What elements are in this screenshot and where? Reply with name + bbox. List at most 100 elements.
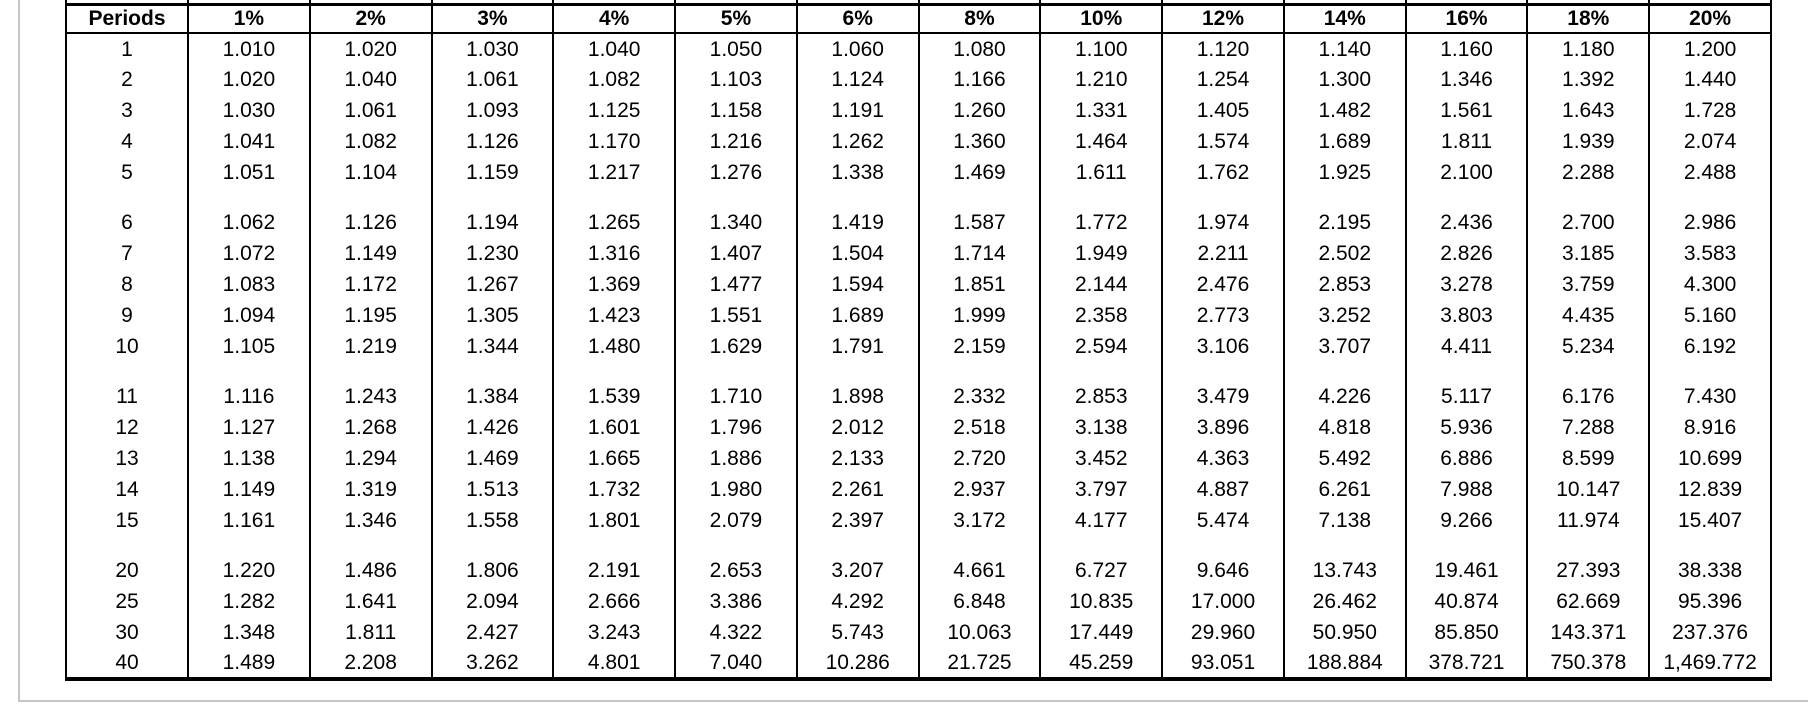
rate-column-header: 18% [1526, 2, 1651, 34]
gap-cell [1161, 536, 1285, 555]
factor-cell: 62.669 [1526, 586, 1651, 617]
factor-cell: 1.083 [187, 269, 311, 300]
factor-cell: 2.100 [1404, 157, 1529, 188]
factor-cell: 2.288 [1526, 157, 1651, 188]
factor-cell: 8.599 [1526, 443, 1651, 474]
factor-cell: 1.126 [430, 126, 555, 157]
table-row: 30 1.348 1.811 2.427 3.243 4.322 5.743 10.063 17… [65, 617, 1772, 648]
factor-cell: 1.300 [1282, 64, 1407, 95]
factor-cell: 2.518 [917, 412, 1042, 443]
gap-cell [1648, 536, 1772, 555]
factor-cell: 9.266 [1404, 505, 1529, 536]
factor-cell: 7.988 [1404, 474, 1529, 505]
gap-cell [65, 536, 189, 555]
factor-cell: 27.393 [1526, 555, 1651, 586]
factor-cell: 4.322 [674, 617, 798, 648]
table-row: 10 1.105 1.219 1.344 1.480 1.629 1.791 2.159 2.5… [65, 331, 1772, 362]
factor-cell: 1.126 [308, 207, 433, 238]
gap-cell [552, 188, 677, 207]
factor-cell: 1.062 [187, 207, 311, 238]
factor-cell: 1.939 [1526, 126, 1651, 157]
factor-cell: 5.117 [1404, 381, 1529, 412]
factor-cell: 2.427 [430, 617, 555, 648]
factor-cell: 1.159 [430, 157, 555, 188]
factor-cell: 2.476 [1161, 269, 1285, 300]
factor-cell: 3.803 [1404, 300, 1529, 331]
factor-cell: 19.461 [1404, 555, 1529, 586]
gap-cell [308, 188, 433, 207]
factor-cell: 1.170 [552, 126, 677, 157]
gap-cell [187, 188, 311, 207]
factor-cell: 1.138 [187, 443, 311, 474]
factor-cell: 1.665 [552, 443, 677, 474]
factor-cell: 40.874 [1404, 586, 1529, 617]
factor-cell: 1.338 [795, 157, 920, 188]
gap-cell [552, 362, 677, 381]
factor-cell: 1.061 [430, 64, 555, 95]
table-header: Periods 1% 2% 3% 4% 5% 6% 8% 10% 12% 14% 16% 18% 20% [65, 0, 1772, 34]
gap-cell [1526, 188, 1651, 207]
factor-cell: 7.288 [1526, 412, 1651, 443]
factor-cell: 2.594 [1039, 331, 1164, 362]
period-cell: 40 [65, 648, 189, 679]
table-row: 7 1.072 1.149 1.230 1.316 1.407 1.504 1.714 1.94… [65, 238, 1772, 269]
factor-cell: 3.896 [1161, 412, 1285, 443]
factor-cell: 1.160 [1404, 33, 1529, 64]
factor-cell: 2.397 [795, 505, 920, 536]
gap-cell [187, 536, 311, 555]
factor-cell: 38.338 [1648, 555, 1772, 586]
factor-cell: 1.030 [187, 95, 311, 126]
table-row: 40 1.489 2.208 3.262 4.801 7.040 10.286 21.725 4… [65, 648, 1772, 679]
factor-cell: 1.149 [308, 238, 433, 269]
table-row: 4 1.041 1.082 1.126 1.170 1.216 1.262 1.360 1.46… [65, 126, 1772, 157]
factor-cell: 1.082 [552, 64, 677, 95]
factor-cell: 3.243 [552, 617, 677, 648]
table-row: 14 1.149 1.319 1.513 1.732 1.980 2.261 2.937 3.7… [65, 474, 1772, 505]
factor-cell: 1.489 [187, 648, 311, 679]
factor-cell: 1.041 [187, 126, 311, 157]
factor-cell: 1.268 [308, 412, 433, 443]
factor-cell: 2.853 [1282, 269, 1407, 300]
factor-cell: 29.960 [1161, 617, 1285, 648]
factor-cell: 1.082 [308, 126, 433, 157]
table-row: 20 1.220 1.486 1.806 2.191 2.653 3.207 4.661 6.7… [65, 555, 1772, 586]
factor-cell: 1.611 [1039, 157, 1164, 188]
gap-cell [1526, 362, 1651, 381]
factor-cell: 1.710 [674, 381, 798, 412]
factor-cell: 1.561 [1404, 95, 1529, 126]
factor-cell: 1.791 [795, 331, 920, 362]
cropped-cell [1039, 0, 1164, 4]
factor-cell: 1.158 [674, 95, 798, 126]
factor-cell: 2.700 [1526, 207, 1651, 238]
factor-cell: 1.219 [308, 331, 433, 362]
factor-cell: 3.185 [1526, 238, 1651, 269]
gap-cell [674, 188, 798, 207]
factor-cell: 3.172 [917, 505, 1042, 536]
gap-cell [1526, 536, 1651, 555]
factor-cell: 1.172 [308, 269, 433, 300]
rate-column-header: 12% [1161, 2, 1285, 34]
factor-cell: 1.116 [187, 381, 311, 412]
factor-cell: 3.452 [1039, 443, 1164, 474]
table-row: 5 1.051 1.104 1.159 1.217 1.276 1.338 1.469 1.61… [65, 157, 1772, 188]
factor-cell: 7.138 [1282, 505, 1407, 536]
factor-cell: 3.278 [1404, 269, 1529, 300]
factor-cell: 1.050 [674, 33, 798, 64]
factor-cell: 1.140 [1282, 33, 1407, 64]
factor-cell: 2.094 [430, 586, 555, 617]
factor-cell: 17.449 [1039, 617, 1164, 648]
factor-cell: 1.346 [308, 505, 433, 536]
factor-cell: 2.079 [674, 505, 798, 536]
factor-cell: 1.125 [552, 95, 677, 126]
factor-cell: 1,469.772 [1648, 648, 1772, 679]
rate-column-header: 10% [1039, 2, 1164, 34]
factor-cell: 1.216 [674, 126, 798, 157]
factor-cell: 1.265 [552, 207, 677, 238]
factor-cell: 2.853 [1039, 381, 1164, 412]
factor-cell: 1.254 [1161, 64, 1285, 95]
factor-cell: 1.020 [308, 33, 433, 64]
factor-cell: 1.061 [308, 95, 433, 126]
factor-cell: 1.643 [1526, 95, 1651, 126]
factor-cell: 143.371 [1526, 617, 1651, 648]
factor-cell: 1.925 [1282, 157, 1407, 188]
